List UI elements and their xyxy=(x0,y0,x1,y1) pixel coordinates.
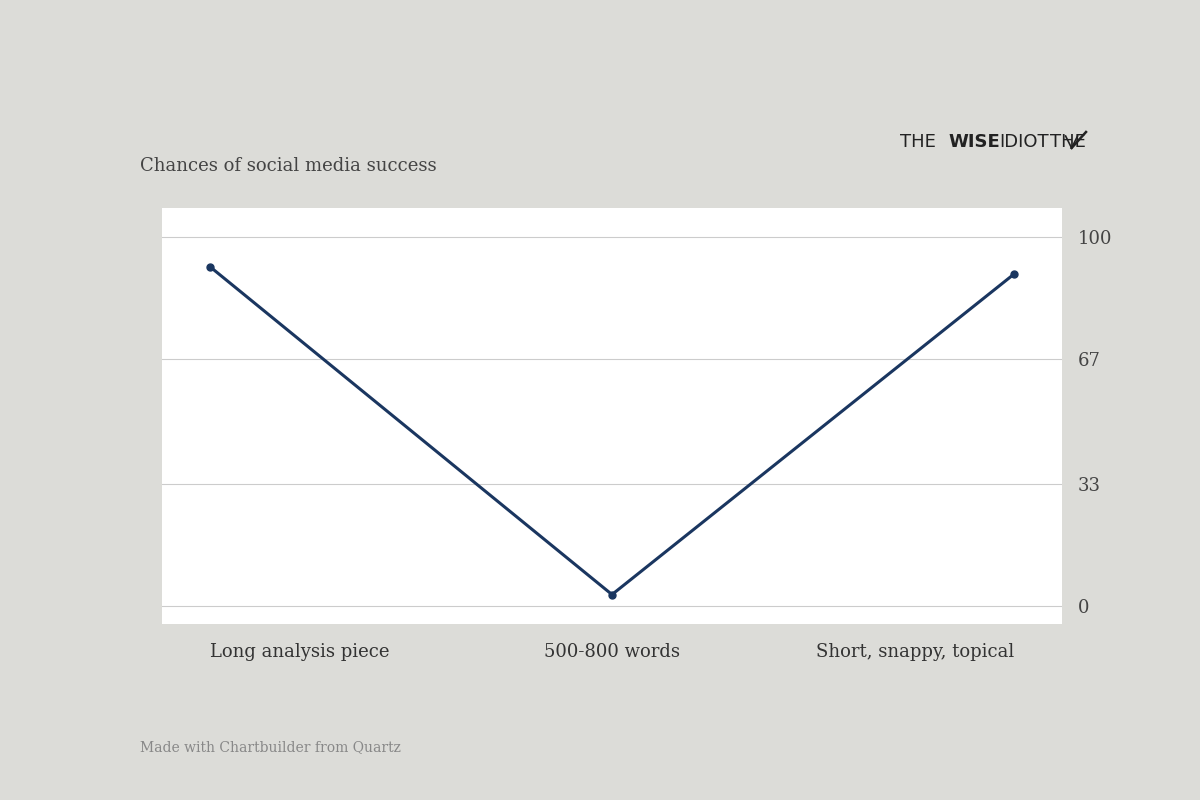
Text: THE: THE xyxy=(900,134,936,151)
Text: WISE: WISE xyxy=(948,134,1000,151)
Text: Made with Chartbuilder from Quartz: Made with Chartbuilder from Quartz xyxy=(139,741,401,754)
Text: IDIOT: IDIOT xyxy=(1000,134,1049,151)
Text: Chances of social media success: Chances of social media success xyxy=(139,157,436,174)
Text: THE: THE xyxy=(1050,134,1092,151)
